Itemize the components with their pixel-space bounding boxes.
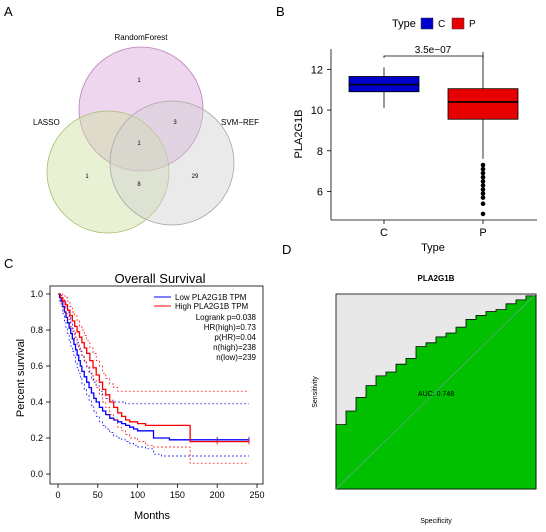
survival-y-tick-label: 0.4 (30, 397, 43, 407)
panel-label-a: A (4, 4, 13, 19)
panel-label-b: B (276, 4, 285, 19)
venn-count-all: 1 (137, 141, 141, 147)
panel-label-c: C (4, 256, 13, 271)
survival-y-tick-label: 0.0 (30, 469, 43, 479)
roc-diagonal (335, 293, 537, 490)
box-iqr (447, 88, 519, 120)
boxplot-x-label: Type (421, 242, 445, 254)
survival-curve-low (58, 293, 250, 441)
significance-pvalue: 3.5e−07 (415, 45, 452, 56)
survival-x-label: Months (134, 510, 171, 522)
boxplot-box-p (447, 52, 519, 217)
boxplot-y-ticks: 6 8 10 12 (311, 64, 331, 199)
legend-label-c: C (438, 19, 445, 30)
survival-legend-low: Low PLA2G1B TPM (175, 293, 247, 302)
survival-stat-logrank: Logrank p=0.038 (196, 313, 257, 322)
survival-y-tick-label: 0.6 (30, 361, 43, 371)
survival-ci-upper-low (58, 293, 250, 405)
survival-y-tick-label: 0.8 (30, 325, 43, 335)
survival-y-label: Percent survival (15, 339, 27, 417)
roc-y-label: Sensitivity (312, 376, 319, 408)
boxplot-x-tick-c: C (380, 227, 388, 239)
roc-x-label: Specificity (420, 518, 452, 525)
survival-plot-frame (49, 285, 264, 485)
boxplot-x-tick-p: P (479, 227, 486, 239)
boxplot-box-c (348, 67, 420, 109)
boxplot-boxes (348, 52, 519, 217)
survival-x-tick-label: 200 (210, 490, 225, 500)
boxplot-y-tick-label: 12 (311, 64, 323, 76)
roc-auc-annotation: AUC: 0.748 (418, 391, 454, 398)
venn-label-randomforest: RandomForest (115, 33, 169, 42)
legend-swatch-c (420, 17, 434, 30)
survival-x-tick-label: 50 (93, 490, 103, 500)
venn-diagram: RandomForest LASSO SVM−REF 1 3 1 1 8 29 (33, 33, 259, 234)
outlier-point (480, 179, 486, 184)
boxplot-legend-title: Type (392, 18, 416, 30)
survival-x-tick-label: 0 (55, 490, 60, 500)
significance-bracket (383, 55, 484, 58)
venn-count-svm-only: 29 (192, 174, 199, 180)
venn-circle-lasso (46, 110, 170, 234)
survival-x-tick-label: 250 (249, 490, 264, 500)
survival-x-tick-label: 100 (130, 490, 145, 500)
survival-stat-hr: HR(high)=0.73 (204, 323, 257, 332)
survival-chart: Overall Survival 0 50 100 150 200 250 0.00.20… (15, 271, 265, 522)
outlier-point (480, 195, 486, 200)
survival-legend-high: High PLA2G1B TPM (175, 302, 249, 311)
survival-stat-nlow: n(low)=239 (216, 353, 256, 362)
outlier-point (480, 170, 486, 176)
survival-ci-lower-high (58, 293, 250, 464)
panel-label-d: D (282, 242, 291, 257)
venn-label-lasso: LASSO (33, 118, 60, 127)
survival-title: Overall Survival (114, 271, 205, 286)
venn-count-lasso-svm: 8 (137, 182, 141, 188)
legend-swatch-p (451, 17, 465, 30)
legend-label-p: P (469, 19, 476, 30)
boxplot-y-tick-label: 10 (311, 105, 323, 117)
survival-y-tick-label: 1.0 (30, 289, 43, 299)
survival-stat-nhigh: n(high)=238 (213, 343, 256, 352)
outlier-point (480, 166, 486, 172)
survival-curves (58, 293, 250, 464)
survival-x-tick-label: 150 (170, 490, 185, 500)
boxplot-chart: Type C P 3.5e−07 6 8 10 12 C P Type PLA2G1B (293, 17, 537, 254)
survival-curve-high (58, 293, 250, 443)
survival-ci-lower-low (58, 293, 250, 457)
roc-chart: PLA2G1B AUC: 0.748 Specificity Sensitivi… (312, 274, 537, 525)
survival-y-tick-label: 0.2 (30, 433, 43, 443)
outlier-point (480, 162, 486, 168)
boxplot-y-tick-label: 8 (317, 146, 323, 158)
outlier-point (480, 174, 486, 180)
boxplot-y-label: PLA2G1B (293, 110, 305, 159)
outlier-point (480, 187, 486, 192)
survival-x-ticks: 0 50 100 150 200 250 (55, 484, 265, 500)
roc-title: PLA2G1B (418, 274, 455, 283)
venn-count-rf-only: 1 (137, 78, 141, 84)
survival-ci-upper-high (58, 293, 250, 392)
outlier-point (480, 183, 486, 188)
venn-count-rf-svm: 3 (173, 120, 177, 126)
boxplot-y-tick-label: 6 (317, 187, 323, 199)
boxplot-plot-area (331, 49, 537, 220)
survival-y-ticks: 0.0 0.2 0.4 0.6 0.8 1.0 (30, 289, 50, 479)
survival-stat-phr: p(HR)=0.04 (214, 333, 256, 342)
venn-circle-svm-ref (109, 100, 235, 226)
venn-count-lasso-only: 1 (85, 174, 89, 180)
outlier-point (480, 211, 486, 217)
venn-label-svm-ref: SVM−REF (221, 118, 259, 127)
outlier-point (480, 191, 486, 196)
outlier-point (480, 201, 486, 207)
